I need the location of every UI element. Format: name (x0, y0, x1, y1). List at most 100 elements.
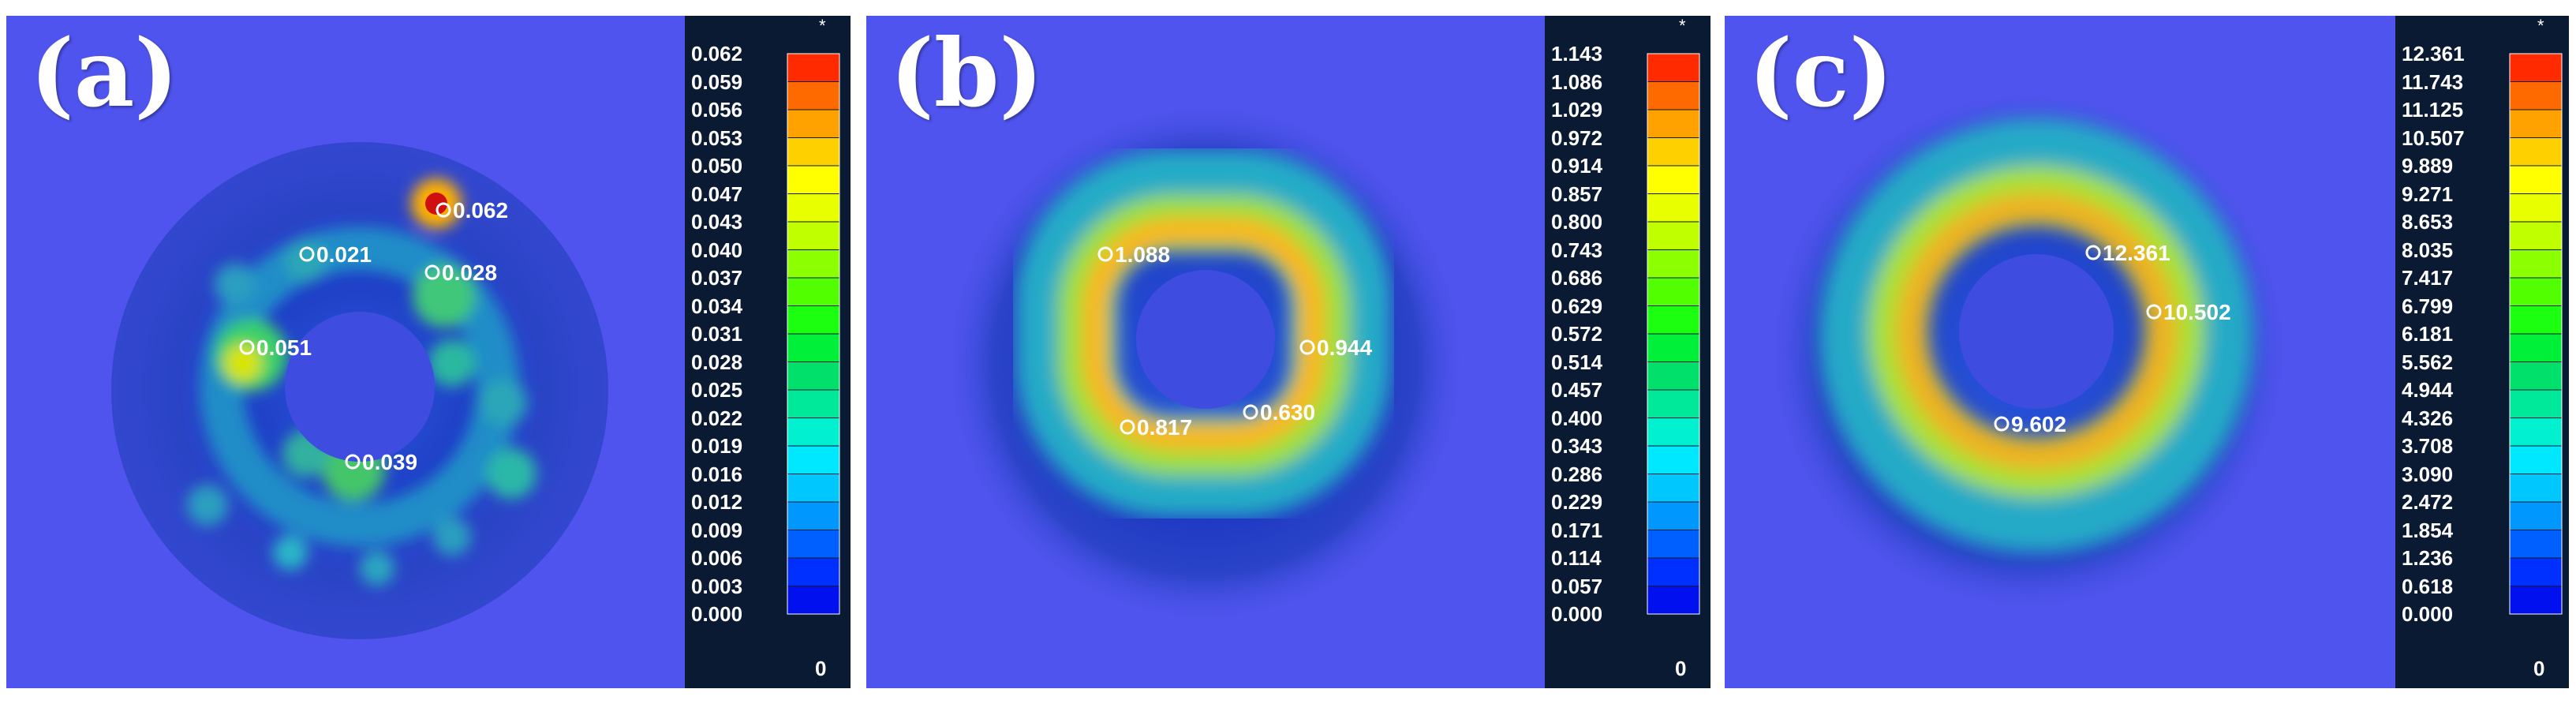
scale-tick-label: 9.271 (2402, 182, 2454, 206)
scale-swatch (1647, 557, 1700, 586)
scale-swatch (2509, 530, 2563, 559)
scale-swatch (787, 474, 840, 503)
scale-swatch (1647, 53, 1700, 82)
marker-b-1 (1097, 246, 1113, 262)
scale-swatch (787, 165, 840, 194)
scale-frame (2509, 53, 2563, 615)
marker-a-3 (424, 264, 440, 280)
scale-swatch (2509, 557, 2563, 586)
scale-swatch (1647, 445, 1700, 474)
scale-tick-label: 0.000 (691, 602, 743, 626)
scale-tick-label: 12.361 (2402, 42, 2465, 66)
marker-c-3 (1994, 416, 2010, 432)
scale-tick-label: 6.799 (2402, 294, 2454, 318)
scale-tick-label: 0.003 (691, 574, 743, 598)
scale-swatch (1647, 389, 1700, 418)
marker-label-a-5: 0.039 (362, 450, 417, 474)
marker-label-b-4: 0.630 (1260, 400, 1315, 425)
scale-swatch (1647, 249, 1700, 279)
scale-tick-label: 11.743 (2402, 69, 2464, 94)
scale-tick-label: 1.029 (1551, 98, 1603, 122)
scale-tick-label: 0.028 (691, 350, 743, 374)
scale-tick-label: 0.343 (1551, 434, 1603, 458)
contour-map-a: 0.062 0.021 0.028 0.051 0.039 (a) (6, 16, 685, 688)
scale-swatches-c (2509, 53, 2563, 615)
scale-tick-label: 0.012 (691, 490, 743, 514)
marker-label-a-1: 0.062 (453, 198, 508, 223)
intensity-ring-c (1819, 118, 2253, 552)
scale-tick-label: 0.743 (1551, 238, 1603, 262)
marker-label-a-2: 0.021 (316, 242, 372, 267)
scale-swatch (787, 530, 840, 559)
scale-swatch (787, 586, 840, 615)
scale-swatch (2509, 389, 2563, 418)
scale-tick-label: 0.000 (2402, 602, 2454, 626)
scale-swatch (2509, 53, 2563, 82)
scale-tick-label: 1.854 (2402, 518, 2454, 542)
scale-tick-label: 0.062 (691, 42, 743, 66)
scale-swatch (2509, 501, 2563, 530)
marker-label-b-3: 0.817 (1137, 415, 1192, 440)
scale-swatch (1647, 361, 1700, 391)
scale-swatch (2509, 109, 2563, 138)
scale-tick-label: 0.171 (1551, 518, 1603, 542)
scale-tick-label: 0.914 (1551, 154, 1603, 178)
scale-tick-label: 8.035 (2402, 238, 2454, 262)
scale-tick-label: 0.800 (1551, 210, 1603, 234)
scale-tick-label: 0.037 (691, 266, 743, 290)
scale-tick-label: 0.016 (691, 462, 743, 486)
scale-tick-label: 0.043 (691, 210, 743, 234)
scale-swatch (2509, 249, 2563, 279)
scale-swatch (1647, 530, 1700, 559)
marker-a-2 (299, 246, 315, 262)
scale-tick-label: 0.629 (1551, 294, 1603, 318)
scale-tick-label: 0.000 (1551, 602, 1603, 626)
scale-swatch (787, 305, 840, 335)
scale-swatch (2509, 445, 2563, 474)
scale-swatch (2509, 221, 2563, 250)
scale-tick-label: 0.019 (691, 434, 743, 458)
scale-swatch (787, 81, 840, 110)
scale-tick-label: 9.889 (2402, 154, 2454, 178)
scale-tick-label: 3.708 (2402, 434, 2454, 458)
scale-zero-b: 0 (1675, 657, 1687, 680)
scale-star-c: * (2537, 16, 2544, 36)
scale-tick-label: 11.125 (2402, 98, 2464, 122)
scale-swatch (2509, 361, 2563, 391)
scale-tick-label: 0.025 (691, 378, 743, 402)
contour-map-c: 12.361 10.502 9.602 (c) (1725, 16, 2395, 688)
scale-swatch (1647, 165, 1700, 194)
outer-ring (111, 142, 608, 639)
scale-swatch (787, 418, 840, 447)
scale-swatch (1647, 109, 1700, 138)
color-scale-b: * 1.143 1.086 1.029 0.972 0.914 0.857 0.800 0.7… (1545, 16, 1710, 688)
scale-tick-label: 8.653 (2402, 210, 2454, 234)
scale-swatch (2509, 165, 2563, 194)
scale-star-a: * (819, 16, 826, 36)
scale-tick-label: 0.286 (1551, 462, 1603, 486)
scale-swatch (2509, 305, 2563, 335)
scale-swatch (2509, 586, 2563, 615)
scale-tick-label: 0.457 (1551, 378, 1603, 402)
scale-swatch (1647, 277, 1700, 306)
contour-svg-c: 12.361 10.502 9.602 (1725, 16, 2395, 688)
panel-label-c: (c) (1748, 18, 1894, 128)
marker-label-a-3: 0.028 (442, 260, 497, 285)
center-hole (285, 312, 435, 462)
panel-b: 1.088 0.944 0.817 0.630 (b) * 1.143 1.086… (866, 16, 1710, 688)
scale-swatch (2509, 81, 2563, 110)
hot-core-a (425, 193, 447, 215)
contour-svg-b: 1.088 0.944 0.817 0.630 (866, 16, 1545, 688)
scale-swatch (787, 249, 840, 279)
marker-a-4 (239, 339, 255, 355)
scale-tick-label: 0.514 (1551, 350, 1603, 374)
scale-tick-label: 0.972 (1551, 125, 1603, 150)
scale-frame (1647, 53, 1700, 615)
scale-tick-label: 0.006 (691, 546, 743, 570)
scale-tick-label: 0.053 (691, 125, 743, 150)
scale-tick-label: 4.326 (2402, 406, 2454, 430)
scale-swatch (2509, 333, 2563, 362)
scale-swatch (1647, 501, 1700, 530)
marker-a-5 (345, 454, 361, 470)
scale-swatches-a (787, 53, 840, 615)
